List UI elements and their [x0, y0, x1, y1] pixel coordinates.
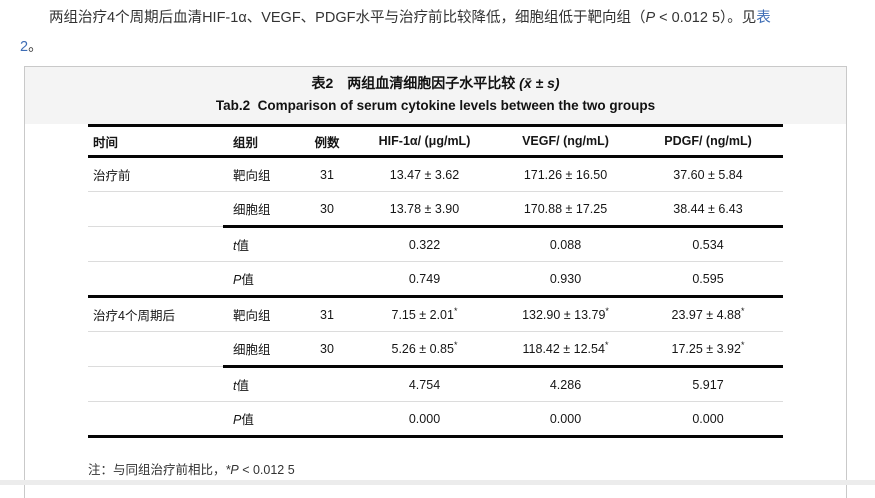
table-cell: 5.26 ± 0.85* — [351, 331, 498, 368]
table-footnote: 注：与同组治疗前相比，*P < 0.012 5 — [88, 459, 846, 478]
table-cell — [88, 226, 223, 262]
table-cell: 38.44 ± 6.43 — [633, 191, 783, 228]
footnote-rest: < 0.012 5 — [238, 463, 295, 477]
table-cell: 0.000 — [633, 401, 783, 438]
table-cell: 132.90 ± 13.79* — [498, 296, 633, 332]
table-cell — [303, 261, 351, 298]
table-cell: 细胞组 — [223, 331, 303, 368]
footnote-italic: *P — [225, 463, 239, 477]
column-header: 组别 — [223, 124, 303, 158]
table-title-zh: 表2 两组血清细胞因子水平比较 (x̄ ± s) — [25, 75, 846, 92]
column-header: 例数 — [303, 124, 351, 158]
intro-text-1: 两组治疗4个周期后血清HIF-1α、VEGF、PDGF水平与治疗前比较降低，细胞… — [49, 10, 646, 26]
table-cell: 0.000 — [498, 401, 633, 438]
table-body: 治疗前 靶向组 31 13.47 ± 3.62 171.26 ± 16.50 37.60 … — [88, 156, 783, 438]
table-cell: 7.15 ± 2.01* — [351, 296, 498, 332]
table-cell: 0.595 — [633, 261, 783, 298]
table-cell: 0.534 — [633, 226, 783, 262]
table-cell: 30 — [303, 331, 351, 368]
table-title-stat: (x̄ ± s) — [515, 75, 560, 91]
intro-line1: 两组治疗4个周期后血清HIF-1α、VEGF、PDGF水平与治疗前比较降低，细胞… — [49, 10, 771, 26]
table-cell: t值 — [223, 226, 303, 262]
table-cell: 0.000 — [351, 401, 498, 438]
table-cell: 靶向组 — [223, 156, 303, 192]
table-cell: 17.25 ± 3.92* — [633, 331, 783, 368]
table-title-zh-text: 表2 两组血清细胞因子水平比较 — [311, 75, 516, 91]
table-cell: 0.930 — [498, 261, 633, 298]
table-cell — [88, 331, 223, 367]
table-row: 治疗前 靶向组 31 13.47 ± 3.62 171.26 ± 16.50 37.60 … — [88, 156, 783, 192]
table-cell — [88, 191, 223, 227]
table-cell: 13.47 ± 3.62 — [351, 156, 498, 192]
table2-link-part2[interactable]: 2 — [20, 39, 29, 55]
table-row: t值 0.322 0.088 0.534 — [88, 226, 783, 262]
table-row: 治疗4个周期后 靶向组 31 7.15 ± 2.01* 132.90 ± 13.79* 2… — [88, 296, 783, 332]
cytokine-table: 时间 组别 例数 HIF-1α/ (μg/mL) VEGF/ (ng/mL) PDGF/ … — [88, 124, 783, 438]
table-cell: 5.917 — [633, 366, 783, 402]
intro-text-3: 。 — [28, 39, 43, 55]
table-cell — [88, 261, 223, 298]
table-cell: 13.78 ± 3.90 — [351, 191, 498, 228]
table-cell: 170.88 ± 17.25 — [498, 191, 633, 228]
table-row: P值 0.000 0.000 0.000 — [88, 401, 783, 438]
table-cell: P值 — [223, 401, 303, 438]
intro-paragraph: 两组治疗4个周期后血清HIF-1α、VEGF、PDGF水平与治疗前比较降低，细胞… — [0, 0, 875, 62]
table-cell: 118.42 ± 12.54* — [498, 331, 633, 368]
table-cell: 171.26 ± 16.50 — [498, 156, 633, 192]
table-header-row: 时间 组别 例数 HIF-1α/ (μg/mL) VEGF/ (ng/mL) PDGF/ … — [88, 124, 783, 158]
table-cell: 0.088 — [498, 226, 633, 262]
intro-text-2: < 0.012 5）。见 — [655, 10, 757, 26]
table-cell: 31 — [303, 156, 351, 192]
table-cell: P值 — [223, 261, 303, 298]
table-row: P值 0.749 0.930 0.595 — [88, 261, 783, 298]
bottom-strip — [0, 480, 875, 485]
table-cell: 靶向组 — [223, 296, 303, 332]
intro-p-italic: P — [645, 10, 656, 26]
table-header: 时间 组别 例数 HIF-1α/ (μg/mL) VEGF/ (ng/mL) PDGF/ … — [88, 124, 783, 158]
column-header: VEGF/ (ng/mL) — [498, 124, 633, 158]
table-cell: t值 — [223, 366, 303, 402]
table-cell: 4.286 — [498, 366, 633, 402]
table-cell: 细胞组 — [223, 191, 303, 228]
table-title-en: Tab.2 Comparison of serum cytokine level… — [215, 98, 656, 113]
table-cell: 4.754 — [351, 366, 498, 402]
table-cell: 30 — [303, 191, 351, 228]
table-row: t值 4.754 4.286 5.917 — [88, 366, 783, 402]
table-cell — [303, 366, 351, 402]
table-row: 细胞组 30 5.26 ± 0.85* 118.42 ± 12.54* 17.25 ± … — [88, 331, 783, 368]
table-cell: 治疗前 — [88, 156, 223, 192]
footnote-prefix: 注：与同组治疗前相比， — [88, 463, 226, 477]
table2-link-part1[interactable]: 表 — [756, 10, 771, 26]
table-cell: 31 — [303, 296, 351, 332]
table-cell: 0.322 — [351, 226, 498, 262]
table-cell: 治疗4个周期后 — [88, 296, 223, 332]
column-header: 时间 — [88, 124, 223, 158]
table-row: 细胞组 30 13.78 ± 3.90 170.88 ± 17.25 38.44 ± 6… — [88, 191, 783, 228]
table-cell: 23.97 ± 4.88* — [633, 296, 783, 332]
table-cell — [303, 401, 351, 438]
table-title-band: 表2 两组血清细胞因子水平比较 (x̄ ± s) Tab.2 Compariso… — [25, 67, 846, 124]
column-header: HIF-1α/ (μg/mL) — [351, 124, 498, 158]
table-cell — [303, 226, 351, 262]
table-cell: 37.60 ± 5.84 — [633, 156, 783, 192]
table-panel: 表2 两组血清细胞因子水平比较 (x̄ ± s) Tab.2 Compariso… — [24, 66, 847, 498]
column-header: PDGF/ (ng/mL) — [633, 124, 783, 158]
table-cell: 0.749 — [351, 261, 498, 298]
table-cell — [88, 401, 223, 438]
table-cell — [88, 366, 223, 402]
